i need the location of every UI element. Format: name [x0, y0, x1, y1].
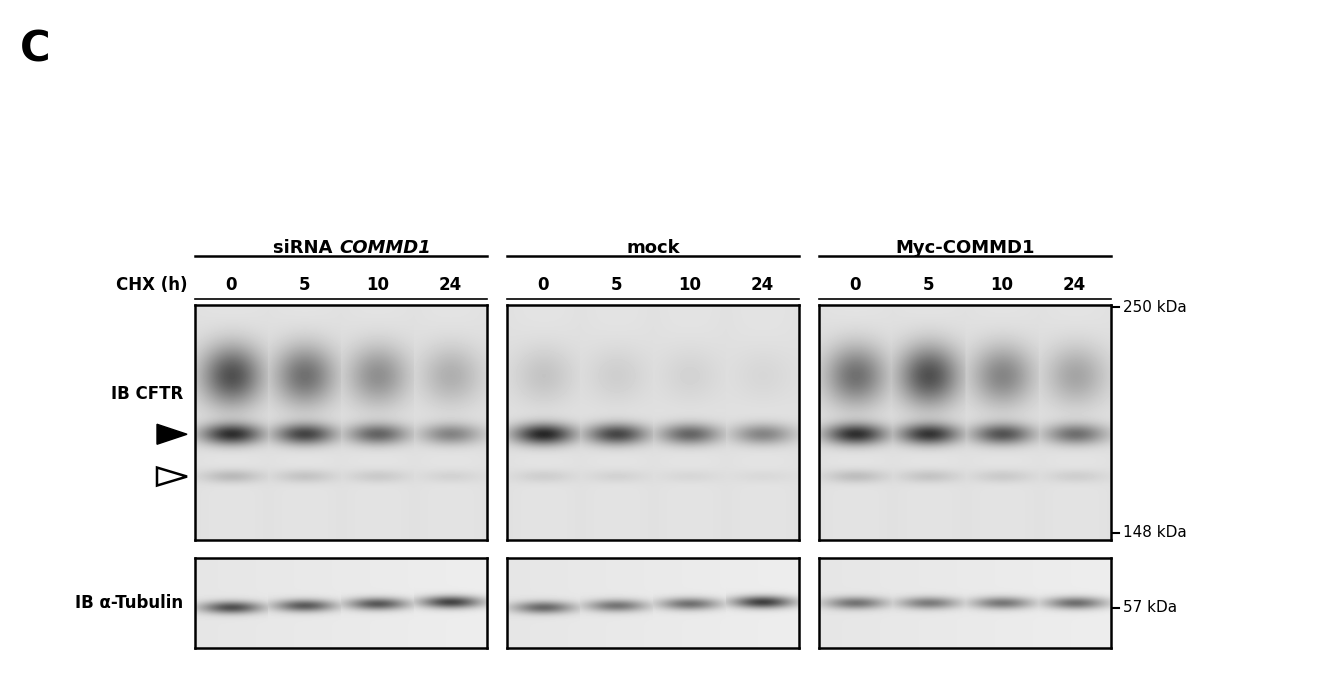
Text: 57 kDa: 57 kDa	[1122, 600, 1177, 615]
Text: C: C	[20, 28, 50, 70]
Polygon shape	[157, 468, 186, 486]
Text: 24: 24	[439, 276, 463, 294]
Text: 5: 5	[611, 276, 623, 294]
Text: 250 kDa: 250 kDa	[1122, 300, 1187, 315]
Text: IB CFTR: IB CFTR	[111, 385, 182, 403]
Text: COMMD1: COMMD1	[338, 239, 431, 257]
Text: 5: 5	[923, 276, 935, 294]
Text: 5: 5	[299, 276, 311, 294]
Text: mock: mock	[627, 239, 680, 257]
Polygon shape	[157, 425, 186, 444]
Text: CHX (h): CHX (h)	[115, 276, 186, 294]
Text: 24: 24	[1063, 276, 1087, 294]
Text: 10: 10	[366, 276, 389, 294]
Text: 10: 10	[990, 276, 1013, 294]
Text: 24: 24	[751, 276, 775, 294]
Text: 10: 10	[678, 276, 701, 294]
Text: 0: 0	[538, 276, 549, 294]
Text: siRNA: siRNA	[274, 239, 338, 257]
Text: IB α-Tubulin: IB α-Tubulin	[75, 594, 182, 612]
Text: 0: 0	[226, 276, 237, 294]
Text: Myc-COMMD1: Myc-COMMD1	[895, 239, 1035, 257]
Text: 0: 0	[850, 276, 861, 294]
Text: 148 kDa: 148 kDa	[1122, 526, 1187, 541]
